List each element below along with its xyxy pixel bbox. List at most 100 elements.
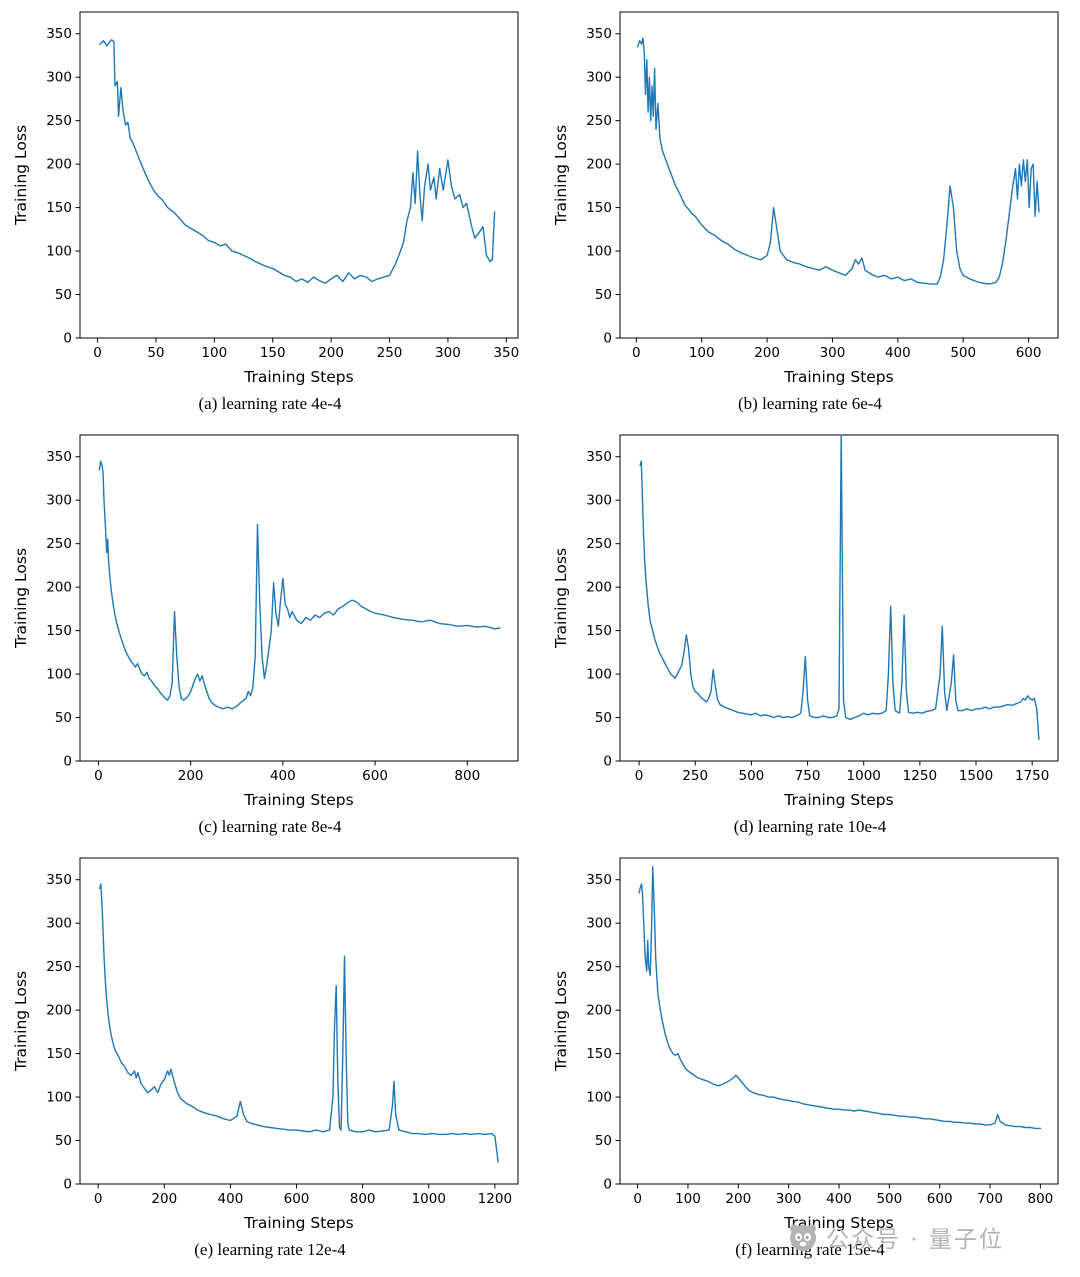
y-tick-label: 250 [46,536,72,552]
y-tick-label: 200 [46,157,72,173]
y-tick-label: 150 [46,623,72,639]
x-tick-label: 500 [876,1191,902,1207]
y-tick-label: 200 [586,157,612,173]
y-tick-label: 300 [46,493,72,509]
x-axis-label: Training Steps [783,368,893,386]
subplot-f: 0 100 200 300 400 500 600 700 800 0 50 100 150 200 250… [540,848,1080,1271]
subplot-c: 0 200 400 600 800 0 50 100 150 200 250 300 350 Traini… [0,425,540,848]
x-tick-label: 400 [885,345,911,361]
y-tick-label: 50 [55,287,72,303]
x-tick-label: 400 [218,1191,244,1207]
y-tick-label: 300 [586,916,612,932]
x-tick-label: 100 [201,345,227,361]
x-tick-label: 350 [493,345,519,361]
x-tick-label: 0 [94,1191,103,1207]
x-tick-label: 400 [270,768,296,784]
y-tick-label: 350 [586,26,612,42]
x-tick-label: 800 [1027,1191,1053,1207]
chart-svg: 0 200 400 600 800 1000 1200 0 50 100 150 200 250 300 3… [12,857,519,1232]
y-tick-label: 100 [586,244,612,260]
loss-curve [99,39,496,284]
x-tick-label: 400 [826,1191,852,1207]
loss-curve [99,883,499,1163]
x-tick-label: 600 [1016,345,1042,361]
qbitai-panda-icon [790,1224,816,1251]
chart-canvas-a: 0 50 100 150 200 250 300 350 0 50 100 150 200 250 300 3… [10,2,530,390]
x-tick-label: 1500 [959,768,993,784]
y-tick-label: 50 [595,287,612,303]
x-axis-label: Training Steps [243,1214,353,1232]
plot-frame [79,11,519,339]
plot-frame [79,434,519,762]
x-tick-label: 200 [178,768,204,784]
y-tick-label: 300 [586,493,612,509]
x-tick-label: 750 [795,768,821,784]
x-tick-label: 1200 [478,1191,512,1207]
x-tick-label: 150 [260,345,286,361]
x-tick-label: 600 [284,1191,310,1207]
y-tick-label: 300 [46,70,72,86]
x-tick-label: 500 [739,768,765,784]
x-tick-label: 200 [754,345,780,361]
y-tick-label: 100 [46,1090,72,1106]
chart-svg: 0 200 400 600 800 0 50 100 150 200 250 300 350 Traini… [12,434,519,809]
subplot-d: 0 250 500 750 1000 1250 1500 1750 0 50 100 150 200 25… [540,425,1080,848]
x-tick-label: 200 [151,1191,177,1207]
y-tick-label: 300 [586,70,612,86]
plot-frame [79,857,519,1185]
loss-curve [98,460,501,710]
y-tick-label: 350 [586,449,612,465]
chart-svg: 0 100 200 300 400 500 600 700 800 0 50 100 150 200 250… [552,857,1059,1232]
y-tick-label: 200 [586,580,612,596]
loss-curve [636,37,1040,285]
chart-canvas-e: 0 200 400 600 800 1000 1200 0 50 100 150 200 250 300 3… [10,848,530,1236]
plot-frame [619,434,1059,762]
y-tick-label: 150 [46,1046,72,1062]
chart-canvas-d: 0 250 500 750 1000 1250 1500 1750 0 50 100 150 200 25… [550,425,1070,813]
x-tick-label: 800 [350,1191,376,1207]
x-tick-label: 1750 [1015,768,1049,784]
x-tick-label: 200 [318,345,344,361]
y-tick-label: 100 [46,244,72,260]
y-tick-label: 0 [603,754,612,770]
x-tick-label: 250 [682,768,708,784]
y-tick-label: 250 [46,959,72,975]
x-tick-label: 800 [454,768,480,784]
x-tick-label: 700 [977,1191,1003,1207]
x-tick-label: 50 [147,345,164,361]
subplot-e: 0 200 400 600 800 1000 1200 0 50 100 150 200 250 300 3… [0,848,540,1271]
x-tick-label: 1000 [412,1191,446,1207]
y-axis-label: Training Loss [12,971,30,1072]
subplot-a: 0 50 100 150 200 250 300 350 0 50 100 150 200 250 300 3… [0,2,540,425]
plot-frame [619,11,1059,339]
subplot-caption-e: (e) learning rate 12e-4 [194,1240,346,1259]
x-tick-label: 0 [633,1191,642,1207]
chart-canvas-c: 0 200 400 600 800 0 50 100 150 200 250 300 350 Traini… [10,425,530,813]
x-tick-label: 0 [632,345,641,361]
x-axis-label: Training Steps [243,791,353,809]
y-tick-label: 250 [586,536,612,552]
x-tick-label: 100 [675,1191,701,1207]
y-axis-label: Training Loss [12,548,30,649]
x-tick-label: 300 [435,345,461,361]
y-tick-label: 0 [63,1177,72,1193]
chart-svg: 0 50 100 150 200 250 300 350 0 50 100 150 200 250 300 3… [12,11,519,386]
y-axis-label: Training Loss [12,125,30,226]
subplot-caption-a: (a) learning rate 4e-4 [198,394,342,413]
y-tick-label: 50 [55,710,72,726]
x-tick-label: 200 [725,1191,751,1207]
x-tick-label: 0 [635,768,644,784]
subplot-caption-f: (f) learning rate 15e-4 [735,1240,885,1259]
y-tick-label: 250 [586,959,612,975]
x-tick-label: 1000 [847,768,881,784]
watermark: 公众号 · 量子位 [788,1220,1004,1254]
x-tick-label: 600 [927,1191,953,1207]
y-axis-label: Training Loss [552,125,570,226]
chart-svg: 0 100 200 300 400 500 600 0 50 100 150 200 250 300 350… [552,11,1059,386]
y-tick-label: 350 [586,872,612,888]
chart-canvas-b: 0 100 200 300 400 500 600 0 50 100 150 200 250 300 350… [550,2,1070,390]
x-tick-label: 0 [93,345,102,361]
subplot-caption-b: (b) learning rate 6e-4 [738,394,882,413]
